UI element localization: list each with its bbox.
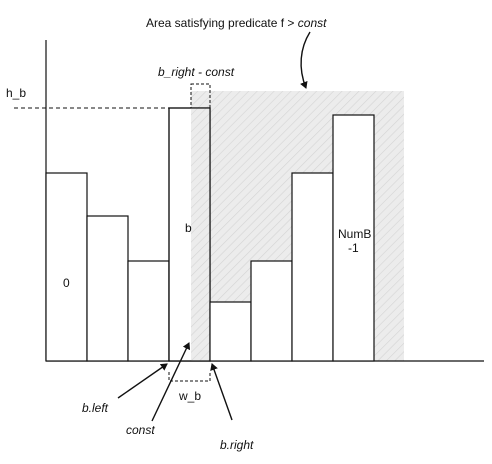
bar-b-shaded-part [191,108,210,361]
numb-label-line1: NumB [338,227,371,241]
bar-0 [45,172,88,362]
title-label: Area satisfying predicate f > const [146,16,327,30]
bar-5 [250,260,293,362]
b-right-label: b.right [220,438,254,452]
bar-1 [86,215,129,362]
b-right-const-box [190,83,211,109]
bar-2 [127,260,170,362]
bar-6 [291,172,334,362]
title-arrow [300,31,311,89]
h-b-label: h_b [6,86,26,100]
bar-b-outline [168,107,211,362]
w-b-label: w_b [178,389,201,403]
b-left-label: b.left [82,401,109,415]
bar-0-label: 0 [63,276,70,290]
bar-b-label: b [185,221,192,235]
const-arrow [151,342,191,422]
numb-label-line2: -1 [348,241,359,255]
bar-4 [209,301,252,362]
b-right-arrow [210,363,233,421]
bar-numb-minus-1 [332,114,375,362]
b-right-minus-const-label: b_right - const [158,65,235,79]
const-label: const [126,423,155,437]
b-left-arrow [117,363,168,399]
